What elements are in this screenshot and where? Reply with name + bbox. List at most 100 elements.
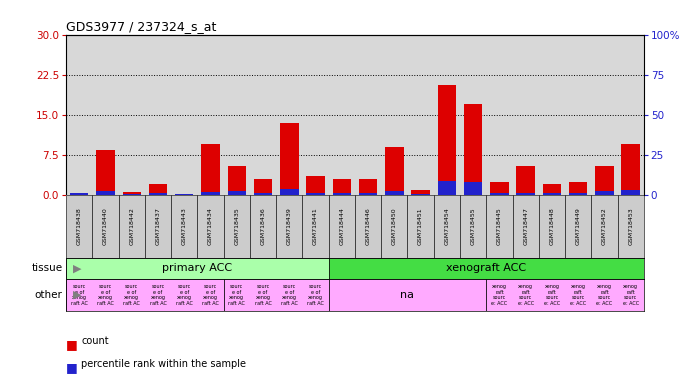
Text: ■: ■: [66, 361, 78, 374]
Text: na: na: [400, 290, 415, 300]
Bar: [569, 182, 587, 195]
Text: primary ACC: primary ACC: [162, 263, 232, 273]
Bar: [276, 195, 303, 258]
Bar: [149, 184, 167, 195]
Text: sourc
e of
xenog
raft AC: sourc e of xenog raft AC: [202, 284, 219, 306]
Bar: [543, 193, 561, 195]
Text: GSM718434: GSM718434: [208, 207, 213, 245]
Bar: [595, 166, 614, 195]
Text: xenograft ACC: xenograft ACC: [446, 263, 526, 273]
Text: sourc
e of
xenog
raft AC: sourc e of xenog raft AC: [71, 284, 88, 306]
Bar: [381, 195, 407, 258]
Text: sourc
e of
xenog
raft AC: sourc e of xenog raft AC: [176, 284, 193, 306]
Bar: [118, 195, 145, 258]
Bar: [329, 279, 487, 311]
Bar: [254, 179, 272, 195]
Text: GSM718436: GSM718436: [260, 207, 266, 245]
Bar: [355, 195, 381, 258]
Bar: [464, 104, 482, 195]
Bar: [411, 194, 430, 195]
Bar: [539, 195, 565, 258]
Bar: [228, 191, 246, 195]
Bar: [223, 195, 250, 258]
Text: xenog
raft
sourc
e: ACC: xenog raft sourc e: ACC: [623, 284, 639, 306]
Bar: [201, 192, 220, 195]
Bar: [66, 258, 329, 279]
Bar: [622, 190, 640, 195]
Text: GSM718450: GSM718450: [392, 207, 397, 245]
Text: GSM718446: GSM718446: [365, 207, 370, 245]
Text: GSM718442: GSM718442: [129, 207, 134, 245]
Text: GSM718443: GSM718443: [182, 207, 187, 245]
Text: GSM718439: GSM718439: [287, 207, 292, 245]
Text: sourc
e of
xenog
raft AC: sourc e of xenog raft AC: [255, 284, 271, 306]
Bar: [66, 195, 93, 258]
Text: xenog
raft
sourc
e: ACC: xenog raft sourc e: ACC: [491, 284, 507, 306]
Text: sourc
e of
xenog
raft AC: sourc e of xenog raft AC: [307, 284, 324, 306]
Bar: [438, 180, 456, 195]
Text: GSM718437: GSM718437: [155, 207, 161, 245]
Text: GSM718441: GSM718441: [313, 207, 318, 245]
Bar: [306, 176, 325, 195]
Bar: [70, 194, 88, 195]
Bar: [438, 85, 456, 195]
Bar: [543, 184, 561, 195]
Bar: [223, 279, 329, 311]
Text: GSM718451: GSM718451: [418, 207, 423, 245]
Text: GSM718453: GSM718453: [628, 207, 633, 245]
Bar: [145, 195, 171, 258]
Text: GSM718440: GSM718440: [103, 207, 108, 245]
Text: sourc
e of
xenog
raft AC: sourc e of xenog raft AC: [97, 284, 114, 306]
Text: GSM718444: GSM718444: [340, 207, 345, 245]
Bar: [280, 123, 299, 195]
Bar: [329, 195, 355, 258]
Text: xenog
raft
sourc
e: ACC: xenog raft sourc e: ACC: [544, 284, 560, 306]
Text: other: other: [35, 290, 63, 300]
Bar: [149, 194, 167, 195]
Bar: [70, 194, 88, 195]
Bar: [565, 195, 592, 258]
Bar: [198, 195, 223, 258]
Bar: [254, 193, 272, 195]
Bar: [569, 193, 587, 195]
Bar: [385, 191, 404, 195]
Bar: [201, 144, 220, 195]
Bar: [407, 195, 434, 258]
Bar: [171, 195, 198, 258]
Text: xenog
raft
sourc
e: ACC: xenog raft sourc e: ACC: [570, 284, 586, 306]
Text: GSM718445: GSM718445: [497, 207, 502, 245]
Bar: [228, 166, 246, 195]
Bar: [333, 193, 351, 195]
Text: GSM718438: GSM718438: [77, 207, 81, 245]
Bar: [96, 191, 115, 195]
Text: GSM718448: GSM718448: [549, 207, 555, 245]
Bar: [487, 195, 512, 258]
Bar: [460, 195, 487, 258]
Bar: [333, 179, 351, 195]
Bar: [175, 194, 193, 195]
Text: GSM718452: GSM718452: [602, 207, 607, 245]
Bar: [622, 144, 640, 195]
Bar: [280, 189, 299, 195]
Text: percentile rank within the sample: percentile rank within the sample: [81, 359, 246, 369]
Bar: [175, 194, 193, 195]
Text: sourc
e of
xenog
raft AC: sourc e of xenog raft AC: [281, 284, 298, 306]
Text: GSM718454: GSM718454: [444, 207, 450, 245]
Text: GDS3977 / 237324_s_at: GDS3977 / 237324_s_at: [66, 20, 216, 33]
Bar: [359, 193, 377, 195]
Text: GSM718449: GSM718449: [576, 207, 580, 245]
Bar: [617, 195, 644, 258]
Bar: [329, 258, 657, 279]
Text: ■: ■: [66, 338, 78, 351]
Text: ▶: ▶: [73, 290, 81, 300]
Bar: [434, 195, 460, 258]
Bar: [250, 195, 276, 258]
Bar: [516, 193, 535, 195]
Bar: [464, 182, 482, 195]
Bar: [595, 191, 614, 195]
Bar: [490, 193, 509, 195]
Text: GSM718435: GSM718435: [235, 207, 239, 245]
Bar: [359, 179, 377, 195]
Bar: [303, 195, 329, 258]
Bar: [122, 194, 141, 195]
